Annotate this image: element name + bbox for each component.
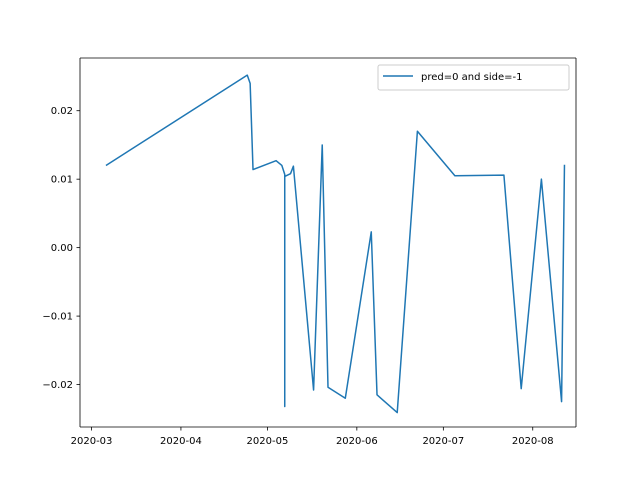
axes-layer xyxy=(79,57,577,428)
x-tick-label: 2020-08 xyxy=(512,436,554,447)
y-axis-ticks: −0.02 −0.01 0.00 0.01 0.02 xyxy=(42,106,80,391)
y-tick-label: 0.02 xyxy=(51,106,73,117)
series-line xyxy=(105,74,566,414)
series-layer xyxy=(105,74,566,414)
x-tick-label: 2020-03 xyxy=(71,436,113,447)
legend-box xyxy=(377,64,570,91)
legend-label: pred=0 and side=-1 xyxy=(421,72,523,83)
y-tick-label: −0.01 xyxy=(42,312,73,323)
y-tick-label: 0.00 xyxy=(51,243,73,254)
x-axis-ticks: 2020-03 2020-04 2020-05 2020-06 2020-07 2020-… xyxy=(71,427,554,447)
y-tick-label: 0.01 xyxy=(51,175,73,186)
x-tick-label: 2020-05 xyxy=(247,436,289,447)
x-tick-label: 2020-06 xyxy=(336,436,378,447)
legend: pred=0 and side=-1 xyxy=(377,64,570,91)
y-tick-label: −0.02 xyxy=(42,380,73,391)
x-tick-label: 2020-07 xyxy=(422,436,464,447)
x-tick-label: 2020-04 xyxy=(160,436,202,447)
